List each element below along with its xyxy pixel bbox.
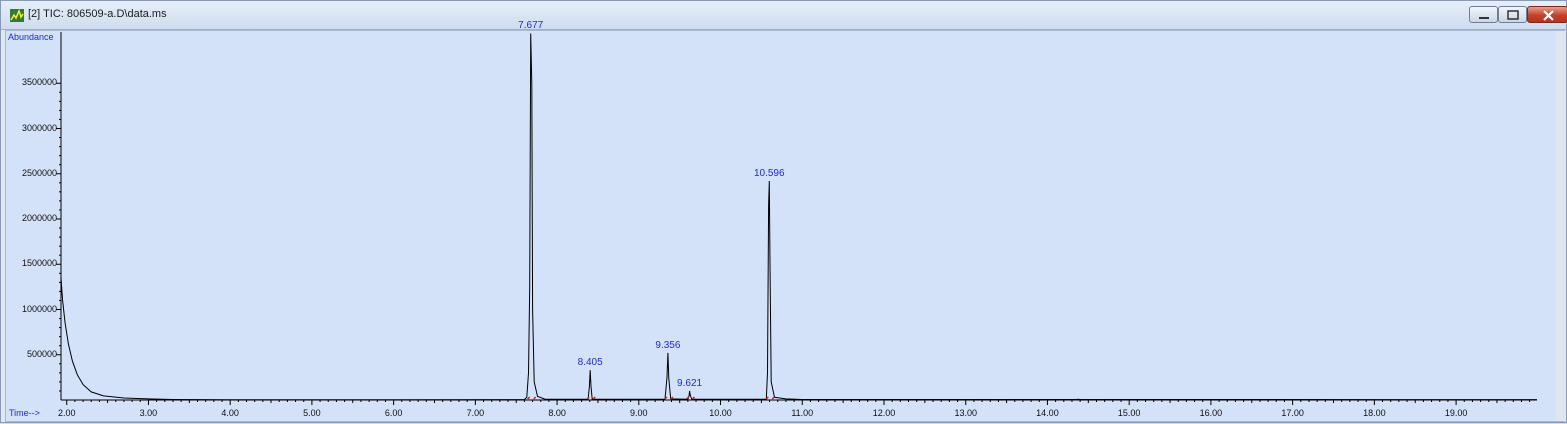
x-tick-label: 10.00: [709, 408, 732, 418]
peak-label: 9.356: [655, 339, 681, 351]
peak-label: 7.677: [518, 20, 544, 32]
y-tick-label: 2500000: [21, 167, 57, 178]
peak-label: 10.596: [753, 167, 785, 179]
x-tick-label: 19.00: [1444, 408, 1468, 418]
x-tick-label: 16.00: [1199, 408, 1223, 418]
x-tick-label: 9.00: [630, 408, 648, 418]
x-tick-label: 12.00: [872, 408, 896, 418]
close-button[interactable]: [1527, 6, 1567, 23]
y-axis-label: Abundance: [8, 32, 54, 42]
title-bar[interactable]: [2] TIC: 806509-a.D\data.ms: [1, 1, 1567, 30]
integration-end-mark: [533, 396, 537, 400]
y-tick-label: 1500000: [21, 258, 57, 269]
tic-trace: [60, 33, 1538, 401]
integration-end-mark: [692, 396, 696, 400]
close-icon: [1543, 10, 1554, 21]
chromatogram-app-icon: [10, 9, 24, 22]
x-tick-label: 18.00: [1363, 408, 1386, 418]
x-tick-label: 3.00: [139, 408, 158, 418]
integration-start-mark: [527, 396, 531, 400]
integration-start-mark: [586, 396, 590, 400]
y-tick-label: 3000000: [21, 122, 57, 133]
x-tick-label: 17.00: [1281, 408, 1304, 418]
y-tick-label: 500000: [26, 348, 57, 359]
x-tick-label: 14.00: [1036, 408, 1059, 418]
peak-label: 8.405: [577, 357, 603, 369]
integration-end-mark: [771, 396, 775, 400]
integration-start-mark: [765, 396, 769, 400]
x-tick-label: 7.00: [466, 408, 485, 418]
integration-end-mark: [670, 396, 674, 400]
scroll-strip: [1556, 31, 1566, 421]
x-tick-label: 5.00: [303, 408, 321, 418]
x-tick-label: 11.00: [791, 408, 814, 418]
y-tick-label: 2000000: [21, 213, 57, 223]
x-tick-label: 13.00: [954, 408, 977, 418]
integration-start-mark: [664, 396, 668, 400]
maximize-icon: [1507, 10, 1519, 20]
plot-area[interactable]: [5, 30, 1565, 422]
minimize-icon: [1479, 17, 1489, 19]
x-tick-label: 15.00: [1117, 408, 1141, 418]
integration-end-mark: [592, 396, 596, 400]
minimize-button[interactable]: [1469, 6, 1498, 23]
x-axis-label: Time-->: [9, 408, 40, 418]
integration-start-mark: [686, 396, 690, 400]
y-tick-label: 3500000: [21, 77, 57, 88]
window-title: [2] TIC: 806509-a.D\data.ms: [28, 8, 167, 20]
maximize-button[interactable]: [1498, 6, 1527, 23]
x-tick-label: 4.00: [221, 408, 239, 418]
y-tick-label: 1000000: [21, 303, 57, 314]
x-tick-label: 6.00: [384, 408, 403, 418]
x-tick-label: 8.00: [548, 408, 566, 418]
x-tick-label: 2.00: [57, 408, 76, 418]
peak-label: 9.621: [677, 377, 703, 389]
